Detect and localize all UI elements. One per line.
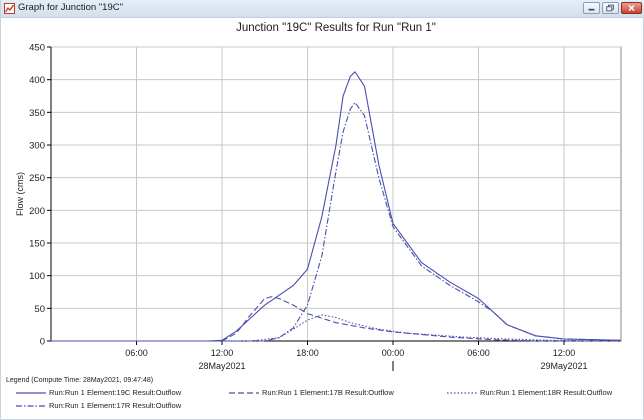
close-icon xyxy=(628,4,635,12)
x-date-label: 29May2021 xyxy=(540,361,587,371)
x-tick-label: 00:00 xyxy=(382,348,405,358)
legend-swatch-dotted xyxy=(447,392,477,394)
y-tick-label: 100 xyxy=(29,271,45,282)
legend-swatch-solid xyxy=(16,392,46,394)
legend-swatch-dashdot xyxy=(16,405,46,407)
y-tick-label: 300 xyxy=(29,141,45,152)
minimize-icon xyxy=(588,8,595,11)
title-bar[interactable]: Graph for Junction "19C" xyxy=(1,0,644,18)
legend-label: Run:Run 1 Element:17R Result:Outflow xyxy=(49,401,182,410)
chart-title: Junction "19C" Results for Run "Run 1" xyxy=(236,22,436,34)
maximize-icon xyxy=(606,4,614,12)
legend-swatch-dashed xyxy=(229,392,259,394)
x-tick-label: 06:00 xyxy=(467,348,490,358)
legend-label: Run:Run 1 Element:19C Result:Outflow xyxy=(49,388,182,397)
x-tick-label: 12:00 xyxy=(211,348,234,358)
x-tick-label: 18:00 xyxy=(296,348,319,358)
legend-label: Run:Run 1 Element:17B Result:Outflow xyxy=(262,388,394,397)
legend-label: Run:Run 1 Element:18R Result:Outflow xyxy=(480,388,613,397)
y-tick-label: 50 xyxy=(34,304,45,315)
y-tick-label: 350 xyxy=(29,108,45,119)
x-tick-label: 06:00 xyxy=(125,348,148,358)
series-17b-outflow xyxy=(51,296,621,342)
close-button[interactable] xyxy=(621,2,642,14)
y-axis-label: Flow (cms) xyxy=(15,172,25,216)
series-17r-outflow xyxy=(51,101,622,342)
y-tick-label: 450 xyxy=(29,43,45,54)
graph-icon xyxy=(4,3,15,14)
series-19c-outflow xyxy=(51,71,622,342)
y-tick-label: 200 xyxy=(29,206,45,217)
restore-button[interactable] xyxy=(602,2,619,14)
legend-title: Legend (Compute Time: 28May2021, 09:47:4… xyxy=(6,377,154,384)
window-title: Graph for Junction "19C" xyxy=(18,2,123,13)
y-tick-label: 250 xyxy=(29,173,45,184)
y-tick-label: 0 xyxy=(40,337,45,348)
y-tick-label: 400 xyxy=(29,75,45,86)
y-tick-label: 150 xyxy=(29,239,45,250)
x-tick-label: 12:00 xyxy=(553,348,576,358)
x-date-label: 28May2021 xyxy=(198,361,245,371)
minimize-button[interactable] xyxy=(583,2,600,14)
